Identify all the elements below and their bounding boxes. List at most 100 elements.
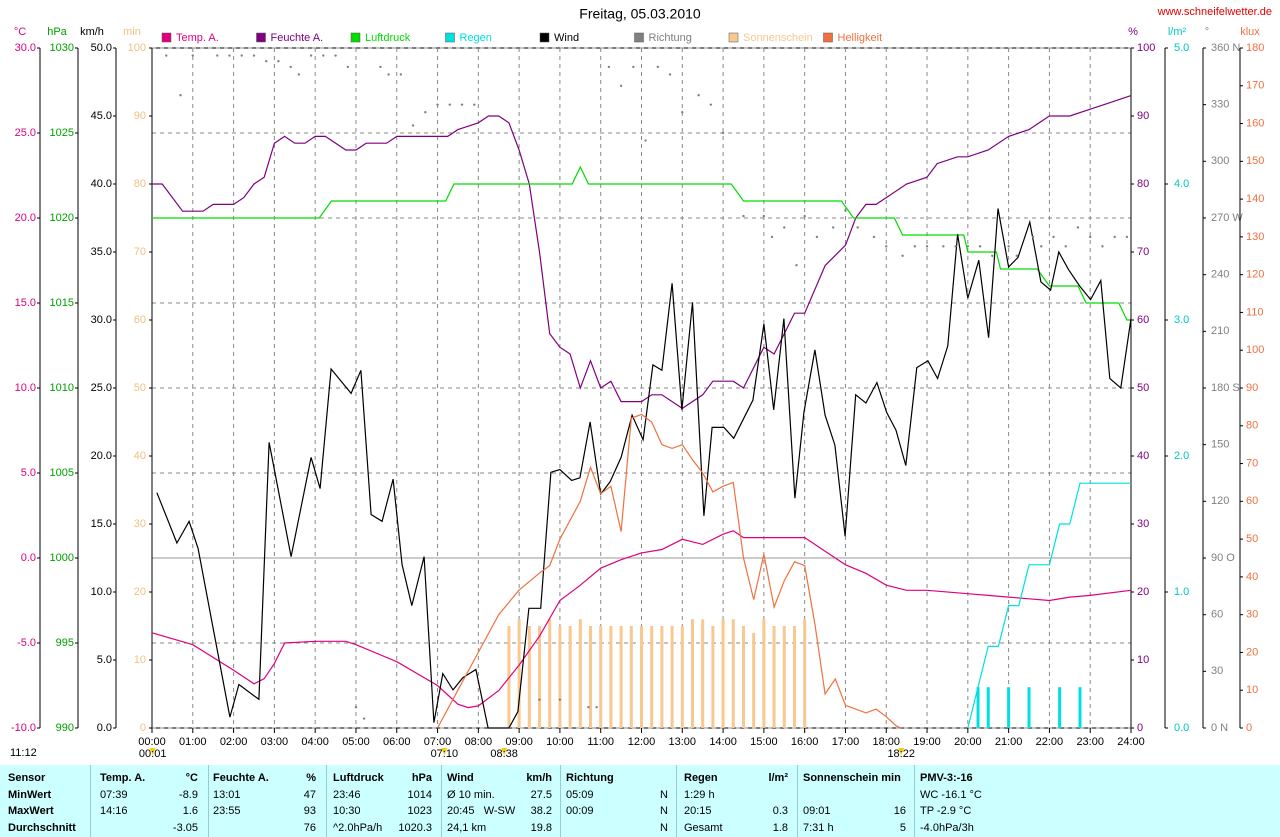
y-tick-label: 3.0 bbox=[1174, 314, 1189, 326]
y-tick-label: 70 bbox=[134, 246, 146, 258]
y-tick-label: 0.0 bbox=[97, 722, 112, 734]
annotation-marker bbox=[441, 748, 448, 755]
direction-dot bbox=[913, 245, 917, 248]
y-tick-label: 20 bbox=[1137, 586, 1149, 598]
bar bbox=[538, 626, 542, 728]
y-tick-label: 1000 bbox=[50, 552, 74, 564]
x-tick-label: 08:00 bbox=[465, 736, 493, 748]
y-tick-label: 10.0 bbox=[15, 382, 36, 394]
bar bbox=[629, 626, 633, 728]
table-cell: 07:39 bbox=[100, 788, 128, 801]
y-tick-label: 1020 bbox=[50, 212, 74, 224]
header-cell: hPa bbox=[411, 772, 432, 784]
chart: Freitag, 05.03.2010 www.schneifelwetter.… bbox=[10, 6, 1272, 760]
x-tick-label: 09:00 bbox=[505, 736, 533, 748]
y-tick-label: 0 bbox=[1137, 722, 1143, 734]
legend-swatch bbox=[634, 32, 644, 43]
direction-dot bbox=[644, 139, 647, 142]
direction-dot bbox=[1064, 245, 1067, 248]
y-tick-label: 40 bbox=[134, 450, 146, 462]
y-tick-label: 10 bbox=[1137, 654, 1149, 666]
y-tick-label: 50.0 bbox=[91, 42, 112, 54]
direction-dot bbox=[399, 73, 403, 76]
direction-dot bbox=[1125, 235, 1129, 239]
header-cell: °C bbox=[185, 772, 198, 784]
y-tick-label: 90 bbox=[134, 110, 146, 122]
table-cell: 0.3 bbox=[772, 805, 788, 817]
table-cell: 20:15 bbox=[684, 805, 712, 817]
table-cell: 16 bbox=[893, 805, 906, 817]
bar bbox=[711, 626, 715, 728]
direction-dot bbox=[265, 60, 268, 63]
y-tick-label: 150 bbox=[1211, 439, 1229, 451]
y-tick-label: 0.0 bbox=[21, 552, 36, 564]
header-cell: Sonnenschein min bbox=[803, 772, 901, 784]
direction-dot bbox=[795, 264, 798, 267]
direction-dot bbox=[815, 235, 819, 239]
legend-swatch bbox=[350, 32, 361, 43]
bar bbox=[782, 626, 786, 728]
direction-dot bbox=[1101, 245, 1104, 248]
table-cell: 13:01 bbox=[213, 788, 241, 801]
bar bbox=[1027, 687, 1031, 728]
y-tick-label: 100 bbox=[1137, 42, 1155, 54]
direction-dot bbox=[832, 226, 835, 229]
annotation-label: 18:22 bbox=[887, 748, 915, 760]
annotation-marker bbox=[149, 748, 156, 755]
y-tick-label: 30.0 bbox=[15, 42, 36, 54]
y-tick-label: 80 bbox=[1246, 420, 1258, 432]
x-tick-label: 04:00 bbox=[301, 736, 329, 748]
header-cell: Wind bbox=[447, 772, 474, 784]
legend-label: Sonnenschein bbox=[743, 32, 813, 44]
column-separator bbox=[326, 765, 327, 837]
y-tick-label: 300 bbox=[1211, 155, 1229, 167]
y-tick-label: 25.0 bbox=[91, 382, 112, 394]
direction-dot bbox=[228, 54, 231, 57]
direction-dot bbox=[179, 94, 182, 97]
table-cell: 23:46 bbox=[333, 788, 361, 801]
y-tick-label: 50 bbox=[1137, 382, 1149, 394]
direction-dot bbox=[856, 226, 859, 229]
bar bbox=[568, 626, 572, 728]
y-tick-label: 1010 bbox=[50, 382, 74, 394]
y-tick-label: 10.0 bbox=[91, 586, 112, 598]
y-tick-label: 30 bbox=[1137, 518, 1149, 530]
y-tick-label: 30 bbox=[1246, 609, 1258, 621]
direction-dot bbox=[619, 84, 623, 87]
direction-dot bbox=[322, 54, 325, 57]
direction-dot bbox=[411, 124, 415, 127]
y-tick-label: 40.0 bbox=[91, 178, 112, 190]
y-tick-label: 1025 bbox=[50, 127, 74, 139]
y-tick-label: 240 bbox=[1211, 269, 1229, 281]
direction-dot bbox=[742, 214, 745, 218]
direction-dot bbox=[558, 698, 562, 701]
direction-dot bbox=[1113, 235, 1116, 239]
table-cell: 7:31 h bbox=[803, 821, 834, 834]
table-cell: MaxWert bbox=[8, 805, 54, 817]
bar bbox=[640, 626, 643, 728]
x-tick-label: 01:00 bbox=[179, 736, 207, 748]
header-cell: PMV-3:-16 bbox=[920, 772, 973, 784]
legend-label: Temp. A. bbox=[176, 32, 219, 44]
direction-dot bbox=[1089, 235, 1092, 239]
direction-dot bbox=[709, 103, 713, 106]
y-tick-label: 40 bbox=[1246, 571, 1258, 583]
bar bbox=[680, 626, 684, 728]
y-tick-label: 100 bbox=[1246, 344, 1264, 356]
y-tick-label: 5.0 bbox=[21, 467, 36, 479]
column-separator bbox=[90, 765, 91, 837]
table-cell: 1.8 bbox=[772, 821, 788, 834]
x-tick-label: 02:00 bbox=[220, 736, 248, 748]
bar bbox=[558, 626, 562, 728]
table-cell: -4.0hPa/3h bbox=[920, 821, 974, 834]
table-cell: Ø 10 min. bbox=[447, 788, 495, 801]
bar bbox=[792, 626, 796, 728]
table-cell: 76 bbox=[303, 821, 316, 834]
x-tick-label: 07:00 bbox=[424, 736, 452, 748]
legend-swatch bbox=[728, 32, 739, 43]
legend-swatch bbox=[445, 32, 455, 43]
table-cell: 5 bbox=[899, 821, 906, 834]
header-cell: Luftdruck bbox=[333, 772, 384, 784]
header-cell: Regen bbox=[684, 772, 718, 784]
x-tick-label: 22:00 bbox=[1036, 736, 1064, 748]
